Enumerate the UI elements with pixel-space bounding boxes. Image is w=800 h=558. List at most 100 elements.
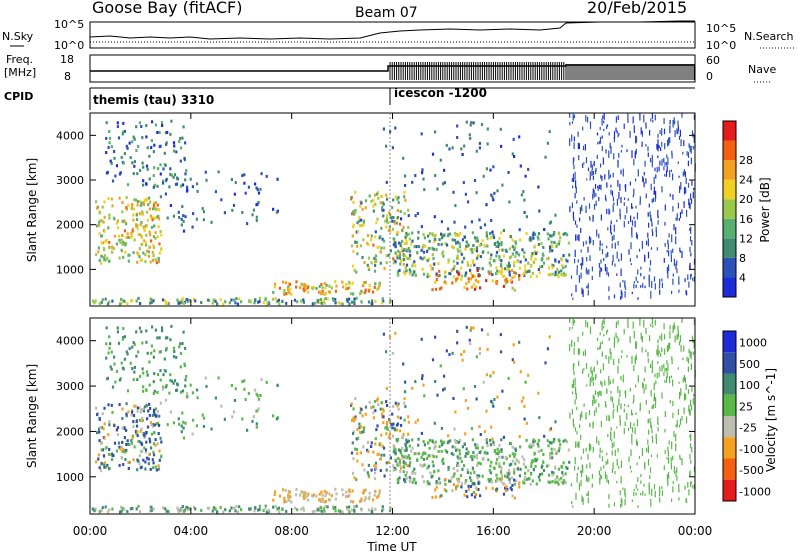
power-cell	[464, 192, 467, 196]
velocity-cell	[354, 397, 357, 401]
velocity-cell	[255, 409, 258, 413]
velocity-cell	[647, 445, 649, 454]
power-cell	[146, 210, 149, 214]
power-cell	[159, 230, 162, 233]
velocity-cell	[241, 380, 244, 384]
power-cell	[513, 248, 516, 252]
velocity-cell	[617, 365, 619, 374]
power-cell	[622, 168, 624, 177]
velocity-cell	[661, 392, 663, 399]
power-cell	[617, 241, 619, 246]
velocity-cell	[130, 410, 134, 414]
power-cell	[465, 282, 468, 286]
power-cell	[542, 245, 545, 249]
power-cell	[572, 297, 574, 300]
power-cell	[406, 256, 409, 260]
power-cell	[637, 169, 639, 177]
velocity-cell	[506, 475, 509, 479]
velocity-cell	[181, 411, 184, 415]
velocity-cell	[353, 505, 356, 509]
velocity-cell	[142, 409, 145, 413]
power-heatmap	[91, 112, 696, 306]
power-cell	[616, 198, 618, 206]
velocity-cell	[465, 325, 468, 329]
power-cell	[511, 152, 514, 156]
power-cell	[642, 283, 644, 288]
velocity-cell	[368, 495, 371, 499]
velocity-cell	[576, 476, 578, 483]
velocity-cell	[391, 351, 394, 355]
velocity-cell	[599, 453, 601, 458]
power-cell	[485, 231, 488, 235]
velocity-cell	[444, 449, 447, 453]
velocity-cell	[485, 373, 488, 377]
velocity-cell	[548, 335, 551, 339]
velocity-cell	[296, 508, 299, 512]
velocity-cell	[489, 471, 492, 475]
power-cell	[500, 231, 503, 235]
velocity-cell	[419, 463, 422, 467]
velocity-cell	[606, 329, 609, 332]
power-cell	[179, 136, 182, 140]
velocity-cell	[516, 467, 520, 471]
power-cell	[154, 236, 157, 240]
velocity-cell	[467, 484, 470, 488]
power-cell	[177, 301, 180, 305]
velocity-cell	[411, 471, 414, 475]
colorbar-tick-label: -500	[739, 464, 764, 477]
velocity-cell	[554, 420, 557, 424]
velocity-cell	[514, 462, 517, 466]
power-cell	[676, 128, 678, 135]
power-cell	[683, 169, 685, 176]
velocity-cell	[443, 374, 446, 378]
velocity-cell	[116, 330, 119, 334]
velocity-cell	[646, 447, 648, 453]
power-cell	[663, 128, 666, 135]
velocity-cell	[142, 407, 145, 411]
velocity-cell	[568, 460, 571, 464]
power-cell	[332, 297, 335, 301]
velocity-cell	[651, 429, 653, 434]
power-cell	[669, 193, 671, 197]
velocity-cell	[113, 441, 117, 445]
power-cell	[408, 237, 411, 241]
power-cell	[107, 226, 110, 230]
velocity-cell	[234, 387, 237, 391]
velocity-cell	[601, 381, 603, 387]
power-cell	[513, 271, 516, 275]
velocity-cell	[109, 365, 112, 369]
velocity-cell	[682, 357, 684, 361]
velocity-cell	[355, 448, 359, 451]
velocity-cell	[523, 478, 526, 482]
power-cell	[394, 260, 397, 264]
velocity-cell	[141, 419, 144, 423]
velocity-cell	[444, 477, 447, 481]
velocity-cell	[258, 504, 261, 508]
velocity-cell	[573, 384, 575, 389]
power-cell	[385, 225, 388, 229]
power-cell	[162, 179, 165, 183]
velocity-cell	[470, 479, 473, 483]
velocity-cell	[123, 507, 126, 511]
velocity-cell	[165, 346, 168, 350]
power-cell	[495, 254, 498, 258]
velocity-cell	[335, 492, 338, 496]
power-cell	[381, 206, 384, 209]
velocity-cell	[133, 365, 136, 369]
velocity-cell	[162, 385, 165, 389]
power-cell	[409, 270, 412, 274]
power-cell	[405, 269, 408, 273]
velocity-cell	[367, 441, 370, 444]
velocity-cell	[616, 335, 618, 339]
velocity-cell	[498, 462, 501, 466]
velocity-cell	[423, 394, 426, 398]
power-cell	[626, 149, 628, 152]
velocity-cell	[661, 490, 663, 496]
velocity-cell	[200, 508, 203, 512]
power-cell	[552, 264, 555, 268]
velocity-cell	[258, 508, 261, 511]
velocity-cell	[679, 335, 681, 343]
power-cell	[125, 222, 128, 226]
power-cell	[103, 258, 106, 262]
power-cell	[644, 254, 646, 261]
